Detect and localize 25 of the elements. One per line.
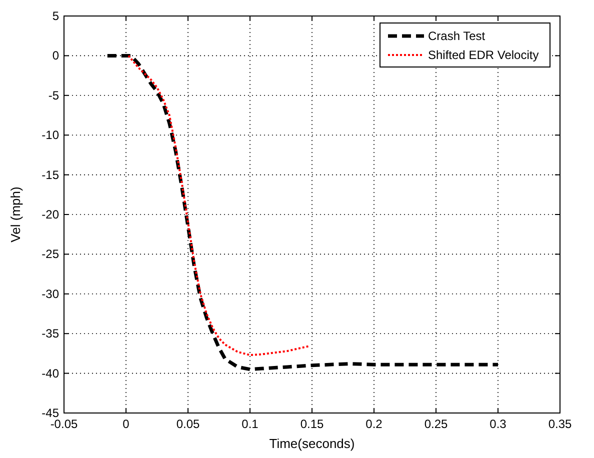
x-tick-label: 0.35 [548,417,572,431]
y-tick-label: 0 [52,48,60,63]
legend-label: Crash Test [428,29,486,43]
y-tick-label: -30 [42,286,60,301]
y-tick-label: -10 [42,128,60,142]
x-tick-label: 0.3 [490,417,507,431]
y-axis-title: Vel (mph) [8,186,23,242]
x-tick-label: 0.15 [300,417,324,431]
y-tick-label: -15 [42,168,60,182]
x-tick-label: 0 [122,417,130,431]
y-tick-label: -20 [42,208,60,222]
y-tick-label: -35 [42,326,60,341]
legend-label: Shifted EDR Velocity [428,48,539,62]
y-tick-label: -5 [48,88,60,102]
x-tick-label: 0.05 [176,417,200,431]
x-tick-label: 0.1 [242,417,259,431]
x-tick-label: 0.25 [424,417,448,431]
line-series [127,54,310,356]
x-axis-title: Time(seconds) [269,436,355,451]
y-tick-label: 5 [52,9,60,23]
x-tick-label: 0.2 [366,417,383,431]
y-tick-label: -25 [42,247,60,262]
x-tick-label: -0.05 [50,417,78,431]
y-tick-label: -45 [42,406,60,420]
y-tick-label: -40 [42,366,60,380]
